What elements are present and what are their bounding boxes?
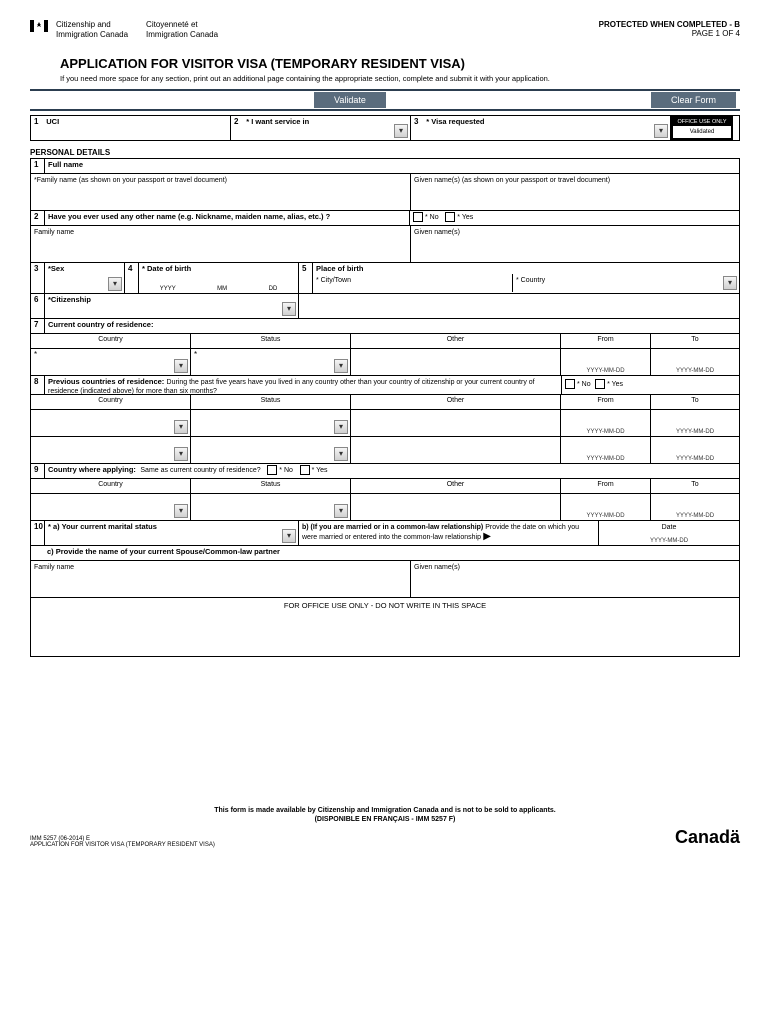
applying-yes-checkbox[interactable]	[300, 465, 310, 475]
clear-form-button[interactable]: Clear Form	[651, 92, 736, 108]
marital-dropdown[interactable]	[282, 529, 296, 543]
office-use-box: OFFICE USE ONLYValidated	[671, 116, 733, 140]
page-title: APPLICATION FOR VISITOR VISA (TEMPORARY …	[30, 56, 740, 71]
section-personal-details: PERSONAL DETAILS	[30, 148, 740, 157]
prev1-status-dropdown[interactable]	[334, 420, 348, 434]
page-footer: This form is made available by Citizensh…	[30, 807, 740, 848]
applying-no-checkbox[interactable]	[267, 465, 277, 475]
prev-no-checkbox[interactable]	[565, 379, 575, 389]
page-header: Citizenship andImmigration Canada Citoye…	[30, 20, 740, 41]
canada-flag-icon	[30, 20, 48, 32]
res-country-dropdown[interactable]	[174, 359, 188, 373]
citizenship-dropdown[interactable]	[282, 302, 296, 316]
prev-yes-checkbox[interactable]	[595, 379, 605, 389]
dept-en: Citizenship andImmigration Canada	[56, 20, 128, 41]
validate-button[interactable]: Validate	[314, 92, 386, 108]
res-status-dropdown[interactable]	[334, 359, 348, 373]
birth-country-dropdown[interactable]	[723, 276, 737, 290]
prev2-status-dropdown[interactable]	[334, 447, 348, 461]
other-name-yes-checkbox[interactable]	[445, 212, 455, 222]
top-fields-row: 1 UCI 2 * I want service in 3 * Visa req…	[30, 115, 740, 141]
canada-wordmark-icon: Canadä	[675, 827, 740, 848]
prev1-country-dropdown[interactable]	[174, 420, 188, 434]
sex-dropdown[interactable]	[108, 277, 122, 291]
other-name-no-checkbox[interactable]	[413, 212, 423, 222]
apply-status-dropdown[interactable]	[334, 504, 348, 518]
visa-dropdown[interactable]	[654, 124, 668, 138]
page-subtitle: If you need more space for any section, …	[30, 74, 740, 83]
arrow-right-icon: ▶	[483, 531, 491, 542]
service-dropdown[interactable]	[394, 124, 408, 138]
apply-country-dropdown[interactable]	[174, 504, 188, 518]
prev2-country-dropdown[interactable]	[174, 447, 188, 461]
action-bar: Validate Clear Form	[30, 89, 740, 111]
header-right: PROTECTED WHEN COMPLETED - BPAGE 1 OF 4	[599, 20, 740, 38]
dept-fr: Citoyenneté etImmigration Canada	[146, 20, 218, 41]
office-use-only-area: FOR OFFICE USE ONLY - DO NOT WRITE IN TH…	[30, 597, 740, 657]
